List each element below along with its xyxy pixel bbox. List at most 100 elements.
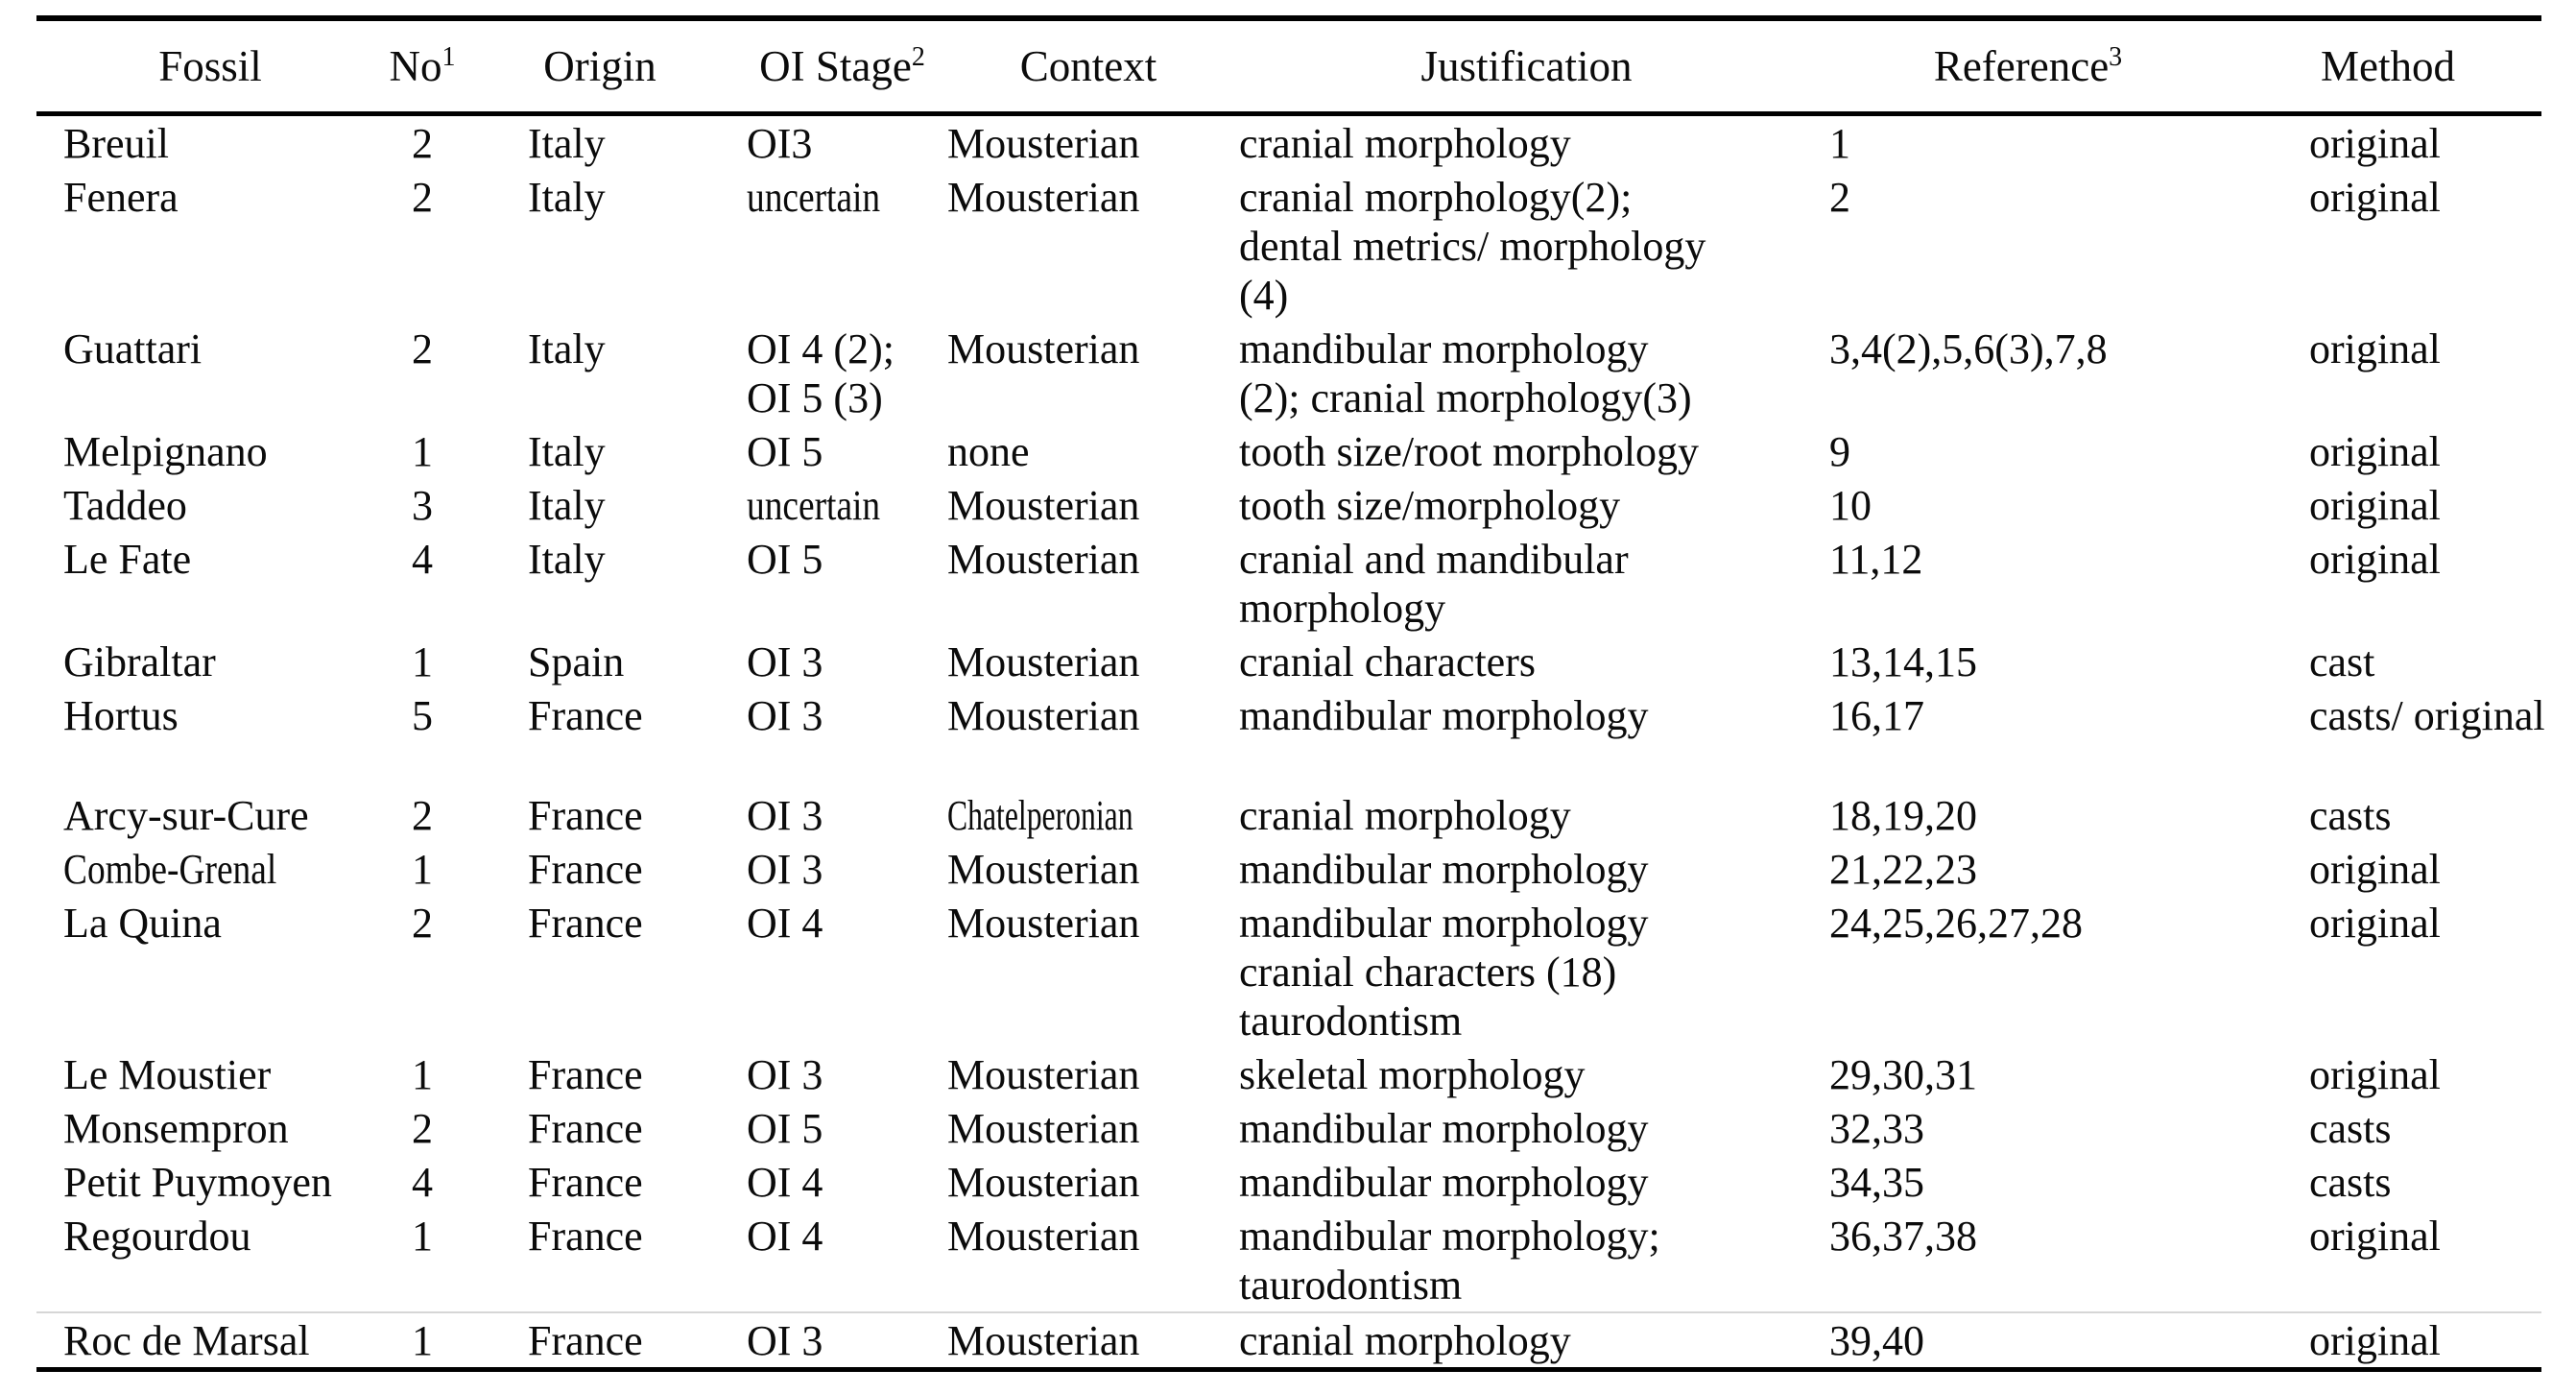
cell-origin: France	[461, 1101, 739, 1155]
cell-text: Mousterian	[947, 900, 1140, 947]
cell-origin: France	[461, 896, 739, 1047]
cell-method: original	[2234, 1311, 2541, 1372]
cell-text: France	[528, 1159, 643, 1206]
cell-text: Le Fate	[63, 536, 192, 583]
cell-text: original	[2309, 1317, 2441, 1364]
column-header-footnote-mark: 2	[911, 42, 925, 72]
cell-text: 1	[412, 1317, 433, 1364]
column-header-label: Origin	[543, 42, 656, 90]
cell-text: France	[528, 792, 643, 839]
column-header-reference: Reference3	[1822, 18, 2234, 116]
cell-oi-stage: OI 3	[739, 688, 945, 742]
cell-text: 10	[1829, 482, 1872, 529]
cell-text: casts	[2309, 1159, 2392, 1206]
cell-oi-stage: uncertain	[739, 478, 945, 532]
cell-no: 2	[384, 896, 461, 1047]
cell-text: original	[2309, 1213, 2441, 1260]
cell-method: original	[2234, 1047, 2541, 1101]
cell-text: Mousterian	[947, 846, 1140, 893]
cell-text: original	[2309, 325, 2441, 373]
table-row: Melpignano 1 Italy OI 5 none tooth size/root …	[36, 424, 2541, 478]
cell-context: Mousterian	[945, 896, 1231, 1047]
cell-fossil: Arcy-sur-Cure	[36, 742, 384, 842]
cell-text: 4	[412, 1159, 433, 1206]
cell-no: 3	[384, 478, 461, 532]
column-header-no: No1	[384, 18, 461, 116]
table-row: La Quina 2 France OI 4 Mousterian mandibular …	[36, 896, 2541, 1047]
cell-text: none	[947, 428, 1030, 475]
cell-text: 18,19,20	[1829, 792, 1977, 839]
cell-text: 1	[412, 846, 433, 893]
cell-justification: cranial morphology	[1231, 114, 1822, 171]
cell-origin: Italy	[461, 532, 739, 635]
cell-text: Mousterian	[947, 1051, 1140, 1098]
cell-text: Spain	[528, 638, 625, 685]
cell-text: Mousterian	[947, 1105, 1140, 1152]
cell-text: original	[2309, 900, 2441, 947]
cell-text: Hortus	[63, 692, 179, 739]
cell-no: 5	[384, 688, 461, 742]
cell-text: France	[528, 692, 643, 739]
cell-fossil: Hortus	[36, 688, 384, 742]
cell-text: mandibular morphology	[1239, 692, 1649, 739]
cell-reference: 11,12	[1822, 532, 2234, 635]
cell-fossil: Le Fate	[36, 532, 384, 635]
cell-justification: mandibular morphology cranial characters…	[1231, 896, 1822, 1047]
cell-text: cranial morphology	[1239, 120, 1571, 167]
fossil-table-body: Breuil 2 Italy OI3 Mousterian cranial morphol…	[36, 114, 2545, 1372]
cell-method: casts	[2234, 1155, 2541, 1209]
cell-text: cranial characters	[1239, 638, 1536, 685]
cell-reference: 1	[1822, 114, 2234, 171]
cell-text: Mousterian	[947, 120, 1140, 167]
cell-text: 9	[1829, 428, 1850, 475]
cell-oi-stage: OI 5	[739, 532, 945, 635]
cell-text: casts/ original	[2309, 692, 2545, 739]
cell-context: Mousterian	[945, 322, 1231, 424]
cell-text: mandibular morphology; taurodontism	[1239, 1213, 1660, 1309]
cell-text: France	[528, 1051, 643, 1098]
cell-justification: tooth size/root morphology	[1231, 424, 1822, 478]
cell-text: Mousterian	[947, 174, 1140, 221]
cell-text: Petit Puymoyen	[63, 1159, 332, 1206]
cell-fossil: Petit Puymoyen	[36, 1155, 384, 1209]
cell-text: cranial morphology	[1239, 792, 1571, 839]
cell-context: Mousterian	[945, 1155, 1231, 1209]
cell-justification: tooth size/morphology	[1231, 478, 1822, 532]
cell-justification: cranial morphology	[1231, 1311, 1822, 1372]
cell-reference: 18,19,20	[1822, 742, 2234, 842]
cell-text: Mousterian	[947, 638, 1140, 685]
cell-text: Combe-Grenal	[63, 846, 277, 893]
cell-no: 1	[384, 842, 461, 896]
cell-text: OI 3	[747, 1317, 823, 1364]
cell-fossil: Monsempron	[36, 1101, 384, 1155]
cell-text: 2	[412, 325, 433, 373]
cell-text: cranial and mandibular morphology	[1239, 536, 1629, 632]
cell-text: Le Moustier	[63, 1051, 272, 1098]
cell-text: 24,25,26,27,28	[1829, 900, 2083, 947]
cell-fossil: Combe-Grenal	[36, 842, 384, 896]
cell-text: OI3	[747, 120, 813, 167]
cell-text: uncertain	[747, 174, 881, 221]
cell-origin: France	[461, 1155, 739, 1209]
cell-reference: 9	[1822, 424, 2234, 478]
cell-origin: France	[461, 1209, 739, 1312]
table-row: Taddeo 3 Italy uncertain Mousterian tooth siz…	[36, 478, 2541, 532]
cell-no: 1	[384, 635, 461, 688]
cell-text: Mousterian	[947, 1159, 1140, 1206]
header-row: Fossil No1 Origin OI Stage2 Context Justifica…	[36, 18, 2541, 116]
cell-text: OI 4	[747, 1213, 823, 1260]
cell-no: 2	[384, 322, 461, 424]
cell-context: Mousterian	[945, 478, 1231, 532]
cell-justification: mandibular morphology; taurodontism	[1231, 1209, 1822, 1312]
cell-text: Monsempron	[63, 1105, 289, 1152]
cell-origin: France	[461, 1047, 739, 1101]
cell-origin: France	[461, 842, 739, 896]
cell-method: casts/ original	[2234, 688, 2545, 742]
cell-reference: 2	[1822, 170, 2234, 322]
cell-text: cranial morphology(2); dental metrics/ m…	[1239, 174, 1706, 319]
cell-text: uncertain	[747, 482, 881, 529]
cell-text: Italy	[528, 325, 606, 373]
cell-origin: Spain	[461, 635, 739, 688]
table-row: Monsempron 2 France OI 5 Mousterian mandibula…	[36, 1101, 2541, 1155]
cell-no: 1	[384, 1209, 461, 1312]
